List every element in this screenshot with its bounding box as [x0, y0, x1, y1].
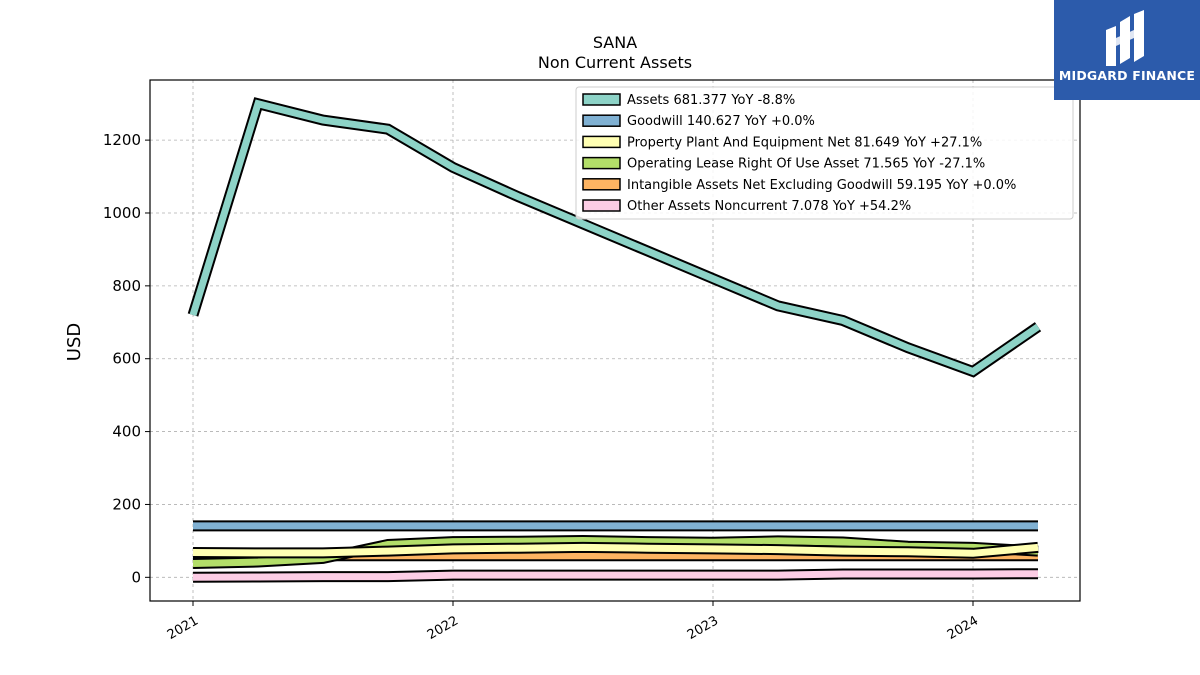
legend-label: Goodwill 140.627 YoY +0.0%	[627, 114, 815, 129]
legend-swatch	[582, 199, 621, 212]
legend-item: Operating Lease Right Of Use Asset 71.56…	[582, 156, 985, 172]
brand-name: MIDGARD FINANCE	[1058, 68, 1196, 83]
legend-swatch	[582, 178, 621, 191]
brand-logo: MIDGARD FINANCE	[1054, 0, 1200, 100]
x-axis: 2021 2022 2023 2024	[165, 601, 981, 643]
y-tick-label: 0	[131, 568, 141, 586]
x-tick-label: 2023	[685, 613, 721, 643]
y-tick-label: 800	[112, 277, 141, 295]
legend-item: Other Assets Noncurrent 7.078 YoY +54.2%	[582, 199, 911, 214]
series-property-plant-and-equipment-net	[192, 541, 1039, 559]
legend-swatch	[582, 156, 621, 170]
legend-item: Assets 681.377 YoY -8.8%	[582, 93, 795, 108]
series-line	[192, 570, 1039, 581]
legend-swatch	[582, 93, 621, 106]
legend-label: Other Assets Noncurrent 7.078 YoY +54.2%	[627, 199, 911, 214]
legend-swatch	[582, 135, 621, 149]
legend-item: Property Plant And Equipment Net 81.649 …	[582, 135, 982, 150]
legend-box	[575, 86, 1074, 220]
legend-label: Operating Lease Right Of Use Asset 71.56…	[627, 157, 985, 172]
series-line	[189, 99, 1040, 376]
x-tick-label: 2021	[165, 613, 201, 643]
chart-subtitle: Non Current Assets	[538, 53, 692, 72]
legend-item: Intangible Assets Net Excluding Goodwill…	[582, 178, 1016, 193]
legend-label: Intangible Assets Net Excluding Goodwill…	[627, 178, 1016, 193]
y-tick-label: 400	[112, 423, 141, 441]
x-tick-label: 2024	[945, 613, 981, 643]
plot-frame	[149, 79, 1081, 602]
legend-item: Goodwill 140.627 YoY +0.0%	[582, 114, 815, 129]
y-tick-label: 1000	[103, 204, 141, 222]
series-assets	[187, 97, 1042, 378]
chart-title: SANA	[593, 33, 637, 52]
y-axis-label: USD	[64, 323, 85, 361]
legend-label: Assets 681.377 YoY -8.8%	[627, 93, 795, 108]
y-tick-label: 600	[112, 350, 141, 368]
y-axis: 0 200 400 600 800 1000 1200	[103, 131, 150, 586]
logo-mark-icon	[1106, 10, 1144, 66]
y-tick-label: 1200	[103, 131, 141, 149]
series-line	[192, 543, 1039, 557]
legend: Assets 681.377 YoY -8.8% Goodwill 140.627…	[575, 86, 1074, 220]
y-tick-label: 200	[112, 495, 141, 513]
legend-swatch	[582, 114, 621, 127]
series-layer	[187, 97, 1042, 583]
legend-label: Property Plant And Equipment Net 81.649 …	[627, 135, 982, 150]
series-other-assets-noncurrent	[192, 568, 1039, 583]
x-tick-label: 2022	[425, 613, 461, 643]
